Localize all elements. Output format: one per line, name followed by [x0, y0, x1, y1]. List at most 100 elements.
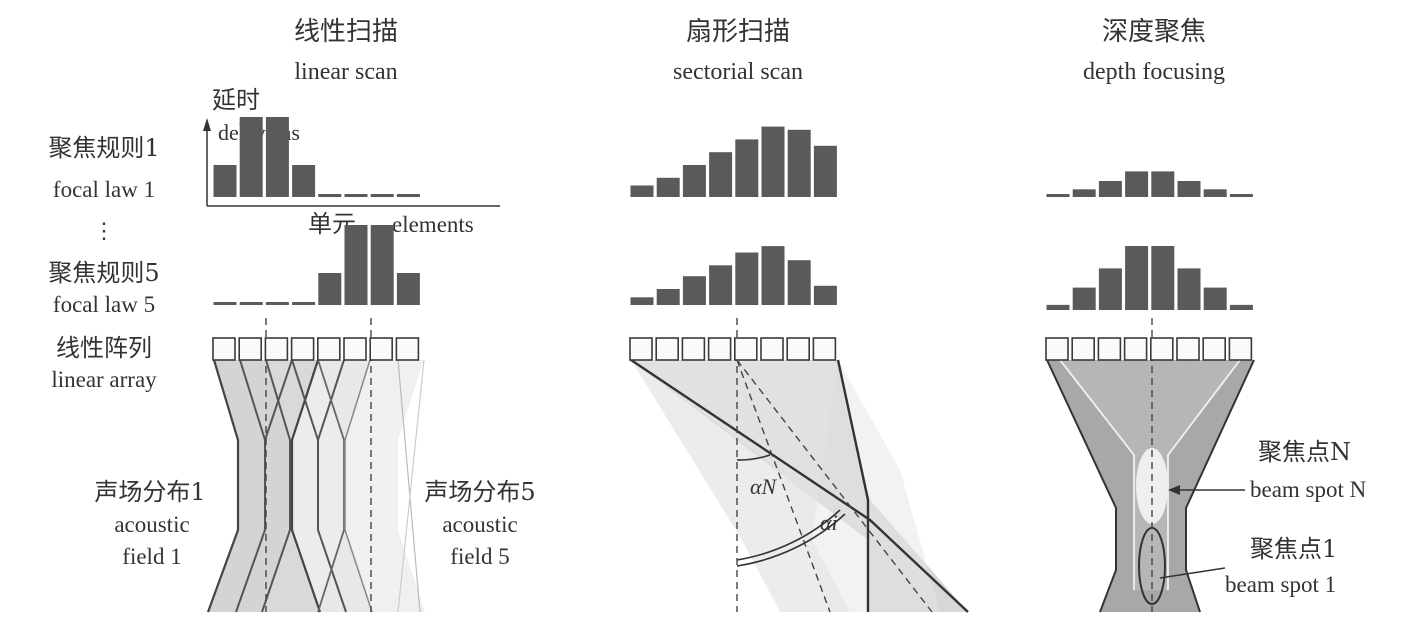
linear-law1-bar-3	[265, 117, 289, 197]
sector-array-element-5	[733, 337, 758, 361]
linear-law1-bars	[213, 117, 420, 197]
linear-array-element-3	[264, 337, 289, 361]
linear-array-element-4	[290, 337, 315, 361]
depth-array-element-2	[1071, 337, 1095, 361]
sector-law1-bar-1	[630, 185, 654, 197]
depth-array-elements	[1045, 337, 1253, 361]
sector-array-element-8	[812, 337, 837, 361]
sector-law5-bar-7	[787, 260, 811, 305]
spot-1-label-cn: 聚焦点1	[1250, 535, 1337, 563]
sector-law1-bar-7	[787, 129, 811, 197]
depth-law1-bar-1	[1046, 194, 1070, 197]
sector-law1-bar-5	[735, 139, 759, 197]
depth-array-element-4	[1123, 337, 1148, 361]
linear-array-element-2	[238, 337, 262, 361]
depth-array-element-5	[1150, 337, 1174, 361]
depth-array-element-8	[1228, 337, 1253, 361]
vertical-dots: ⋮	[93, 218, 115, 243]
linear-law5-bar-7	[370, 225, 394, 305]
depth-law5-bar-1	[1046, 304, 1070, 310]
sector-law5-bar-5	[735, 252, 759, 305]
depth-law5-bars	[1046, 246, 1253, 310]
sector-law1-bar-3	[682, 165, 706, 197]
sector-array-element-3	[681, 337, 706, 361]
depth-beam-fields	[1046, 318, 1255, 613]
sector-law1-bar-8	[813, 145, 837, 197]
sector-beam-fields	[630, 318, 969, 613]
delay-axes	[203, 118, 500, 207]
sector-law1-bar-6	[761, 126, 785, 197]
linear-array-cn: 线性阵列	[56, 334, 152, 362]
sector-law5-bar-6	[761, 246, 785, 305]
linear-law5-bar-2	[239, 302, 263, 305]
linear-law1-bar-1	[213, 165, 237, 197]
focal-law-5-cn: 聚焦规则5	[48, 259, 159, 287]
linear-law1-bar-4	[292, 165, 316, 197]
sector-array-elements	[629, 337, 837, 361]
linear-law5-bar-1	[213, 302, 237, 305]
linear-law1-bar-2	[239, 117, 263, 197]
linear-array-element-8	[395, 337, 420, 361]
linear-title-cn: 线性扫描	[294, 17, 398, 47]
depth-law5-bar-8	[1229, 304, 1253, 310]
depth-law5-bar-3	[1098, 268, 1122, 310]
depth-law5-bar-2	[1072, 287, 1096, 310]
linear-law5-bar-3	[265, 302, 289, 305]
sector-law1-bars	[630, 126, 837, 197]
linear-law1-bar-6	[344, 194, 368, 197]
depth-law5-bar-6	[1177, 268, 1201, 310]
linear-title-en: linear scan	[294, 59, 397, 85]
depth-law1-bar-4	[1125, 171, 1149, 197]
linear-law5-bar-6	[344, 225, 368, 305]
field5-label-en2: field 5	[450, 544, 509, 569]
elements-label-en: elements	[392, 212, 474, 237]
depth-law5-bar-4	[1125, 246, 1149, 310]
depth-array-element-7	[1202, 337, 1226, 361]
alpha-i-label: αi	[820, 510, 838, 535]
depth-array-element-1	[1045, 337, 1069, 361]
field1-label-en2: field 1	[122, 544, 181, 569]
alpha-n-label: αN	[750, 474, 778, 499]
depth-array-element-3	[1097, 337, 1122, 361]
sector-law5-bar-2	[656, 289, 680, 305]
sector-law5-bar-1	[630, 297, 654, 305]
focal-law-1-en: focal law 1	[53, 177, 155, 202]
linear-law1-bar-5	[318, 194, 342, 197]
linear-law5-bar-5	[318, 273, 342, 305]
linear-array-elements	[212, 337, 420, 361]
depth-law1-bar-3	[1098, 181, 1122, 197]
linear-array-element-5	[316, 337, 341, 361]
depth-law1-bar-7	[1203, 189, 1227, 197]
sector-law5-bars	[630, 246, 837, 305]
sector-law5-bar-4	[709, 265, 733, 305]
depth-law1-bar-2	[1072, 189, 1096, 197]
depth-title-cn: 深度聚焦	[1102, 17, 1206, 47]
sector-array-element-6	[760, 337, 784, 361]
linear-law5-bars	[213, 225, 420, 305]
field1-label-cn: 声场分布1	[94, 478, 205, 506]
sector-title-en: sectorial scan	[673, 59, 803, 85]
depth-law1-bars	[1046, 171, 1253, 197]
spot-n-label-cn: 聚焦点N	[1258, 438, 1351, 466]
linear-law1-bar-7	[370, 194, 394, 197]
linear-array-en: linear array	[51, 367, 157, 392]
depth-array-element-6	[1176, 337, 1200, 361]
linear-array-element-7	[369, 337, 394, 361]
sector-array-element-7	[786, 337, 811, 361]
field5-label-en1: acoustic	[442, 512, 517, 537]
linear-law1-bar-8	[396, 194, 420, 197]
linear-array-element-1	[212, 337, 236, 361]
depth-law5-bar-5	[1151, 246, 1175, 310]
depth-law5-bar-7	[1203, 287, 1227, 310]
field5-label-cn: 声场分布5	[424, 478, 535, 506]
depth-law1-bar-8	[1229, 194, 1253, 197]
linear-law5-bar-4	[292, 302, 316, 305]
spot-1-label-en: beam spot 1	[1225, 572, 1336, 597]
sector-title-cn: 扇形扫描	[686, 17, 790, 47]
depth-law1-bar-6	[1177, 181, 1201, 197]
sector-law5-bar-8	[813, 285, 837, 305]
sector-law1-bar-2	[656, 177, 680, 197]
delay-label-cn: 延时	[212, 86, 260, 114]
